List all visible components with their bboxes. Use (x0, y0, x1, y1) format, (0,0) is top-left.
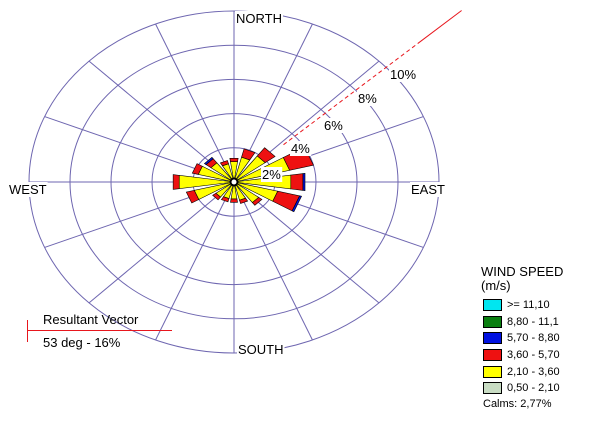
compass-north: NORTH (236, 11, 282, 26)
wind-bar-sse (239, 197, 249, 204)
label-knockout (261, 167, 283, 182)
label-knockout (290, 141, 312, 156)
legend-swatch (483, 349, 502, 362)
legend-swatch (483, 382, 502, 395)
legend-title-text: WIND SPEED (481, 264, 564, 279)
wind-bar-wsw (185, 190, 200, 204)
wind-bar-n (229, 158, 239, 162)
label-knockout (8, 182, 48, 197)
resultant-vector-underline (27, 330, 172, 331)
legend-label: 3,60 - 5,70 (507, 349, 560, 362)
legend-item: 3,60 - 5,70 (483, 347, 560, 364)
resultant-vector-line (283, 10, 462, 146)
ring-label-4: 4% (291, 141, 310, 156)
chart-labels: NORTH SOUTH WEST EAST 2% 4% 6% 8% 10% (8, 11, 447, 357)
legend-label: 2,10 - 3,60 (507, 365, 560, 378)
wind-bars (172, 146, 314, 213)
label-knockout (389, 67, 418, 82)
legend-item: 2,10 - 3,60 (483, 363, 560, 380)
legend-swatch (483, 332, 502, 345)
label-knockout (235, 11, 283, 26)
wind-bar-s (230, 198, 238, 203)
center-dot-inner (231, 179, 237, 185)
label-knockout (357, 91, 379, 106)
resultant-vector-value: 53 deg - 16% (43, 335, 121, 350)
legend-swatch (483, 315, 502, 328)
legend-item: >= 11,10 (483, 297, 560, 314)
legend-swatch (483, 365, 502, 378)
ring-label-8: 8% (358, 91, 377, 106)
legend-item: 0,50 - 2,10 (483, 380, 560, 397)
compass-east: EAST (411, 182, 445, 197)
ring-label-6: 6% (324, 118, 343, 133)
legend: >= 11,10 8,80 - 11,1 5,70 - 8,80 3,60 - … (483, 297, 560, 397)
resultant-vector-solid (417, 10, 462, 44)
grid-spoke (155, 181, 235, 341)
label-knockout (323, 118, 345, 133)
grid-spoke (233, 181, 313, 341)
grid-spoke (155, 23, 235, 183)
ring-label-2: 2% (262, 167, 281, 182)
wind-bar-w (172, 174, 180, 190)
compass-south: SOUTH (238, 342, 284, 357)
legend-swatch (483, 299, 502, 312)
legend-unit-text: (m/s) (481, 278, 511, 293)
resultant-vector-title: Resultant Vector (43, 312, 139, 327)
wind-bar-ese (291, 195, 303, 213)
wind-bar-e (290, 173, 304, 191)
calms-label: Calms: 2,77% (483, 398, 552, 410)
wind-bar-sw (212, 192, 221, 201)
wind-bar-ne (256, 147, 276, 163)
grid-spoke (88, 181, 235, 304)
wind-bar-se (251, 196, 263, 206)
legend-label: >= 11,10 (507, 299, 550, 312)
label-knockout (237, 342, 285, 357)
legend-item: 8,80 - 11,1 (483, 314, 560, 331)
label-knockout (410, 182, 447, 197)
legend-title: WIND SPEED (m/s) (481, 265, 563, 293)
legend-label: 0,50 - 2,10 (507, 382, 560, 395)
compass-west: WEST (9, 182, 47, 197)
wind-bar-nne (241, 148, 256, 161)
wind-bar-nnw (219, 160, 229, 167)
wind-bar-ssw (220, 196, 230, 203)
resultant-vector-tick (27, 320, 28, 342)
ring-label-10: 10% (390, 67, 416, 82)
resultant-vector-box: Resultant Vector 53 deg - 16% (27, 310, 175, 350)
legend-label: 5,70 - 8,80 (507, 332, 560, 345)
wind-bar-wnw (191, 163, 203, 175)
resultant-vector-dashed (283, 43, 418, 146)
legend-item: 5,70 - 8,80 (483, 330, 560, 347)
legend-label: 8,80 - 11,1 (507, 315, 559, 328)
wind-bar-e (302, 173, 306, 191)
wind-bar-nw (203, 156, 214, 165)
